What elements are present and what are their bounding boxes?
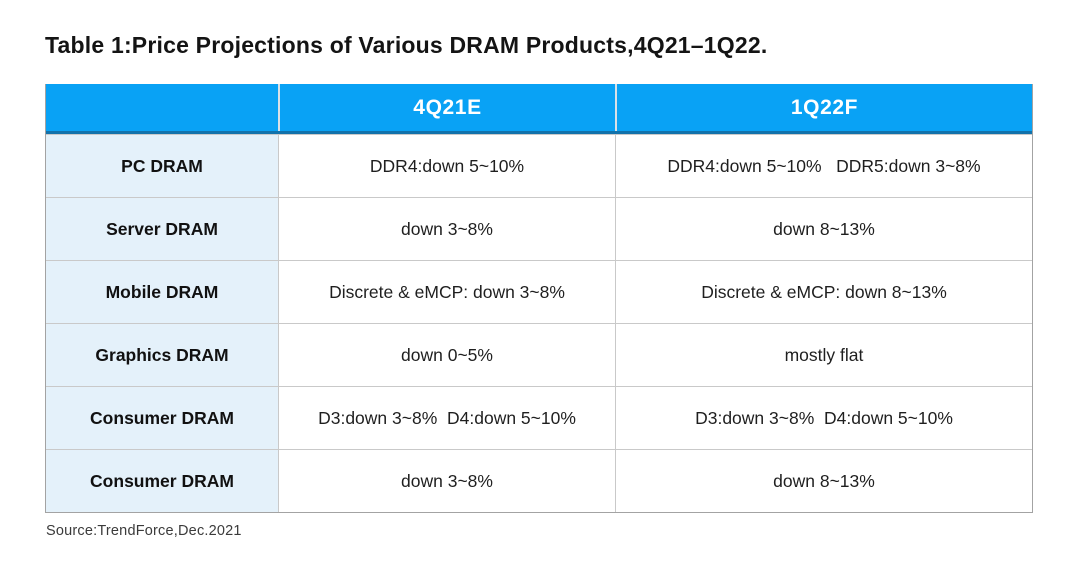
value-cell-1q22f: down 8~13% <box>615 197 1032 260</box>
row-label: Mobile DRAM <box>46 260 278 323</box>
value-cell-1q22f: Discrete & eMCP: down 8~13% <box>615 260 1032 323</box>
table-row-graphics-dram: Graphics DRAM down 0~5% mostly flat <box>46 323 1032 386</box>
header-cell-4q21e: 4Q21E <box>278 84 615 131</box>
value-cell-1q22f: DDR4:down 5~10% DDR5:down 3~8% <box>615 134 1032 197</box>
value-cell-4q21e: DDR4:down 5~10% <box>278 134 615 197</box>
header-cell-1q22f: 1Q22F <box>615 84 1032 131</box>
page-title: Table 1:Price Projections of Various DRA… <box>45 32 768 58</box>
table-row-consumer-dram-2: Consumer DRAM down 3~8% down 8~13% <box>46 449 1032 512</box>
header-cell-product <box>46 84 278 131</box>
table-row-consumer-dram-1: Consumer DRAM D3:down 3~8% D4:down 5~10%… <box>46 386 1032 449</box>
value-cell-4q21e: down 3~8% <box>278 449 615 512</box>
source-note: Source:TrendForce,Dec.2021 <box>46 523 242 539</box>
row-label: Server DRAM <box>46 197 278 260</box>
value-cell-4q21e: Discrete & eMCP: down 3~8% <box>278 260 615 323</box>
value-cell-1q22f: mostly flat <box>615 323 1032 386</box>
row-label: Graphics DRAM <box>46 323 278 386</box>
table-header-row: 4Q21E 1Q22F <box>46 84 1032 134</box>
value-cell-1q22f: D3:down 3~8% D4:down 5~10% <box>615 386 1032 449</box>
table-row-pc-dram: PC DRAM DDR4:down 5~10% DDR4:down 5~10% … <box>46 134 1032 197</box>
dram-price-table: 4Q21E 1Q22F PC DRAM DDR4:down 5~10% DDR4… <box>45 84 1033 513</box>
value-cell-4q21e: D3:down 3~8% D4:down 5~10% <box>278 386 615 449</box>
row-label: PC DRAM <box>46 134 278 197</box>
row-label: Consumer DRAM <box>46 386 278 449</box>
table-row-mobile-dram: Mobile DRAM Discrete & eMCP: down 3~8% D… <box>46 260 1032 323</box>
value-cell-4q21e: down 3~8% <box>278 197 615 260</box>
value-cell-1q22f: down 8~13% <box>615 449 1032 512</box>
value-cell-4q21e: down 0~5% <box>278 323 615 386</box>
row-label: Consumer DRAM <box>46 449 278 512</box>
table-row-server-dram: Server DRAM down 3~8% down 8~13% <box>46 197 1032 260</box>
